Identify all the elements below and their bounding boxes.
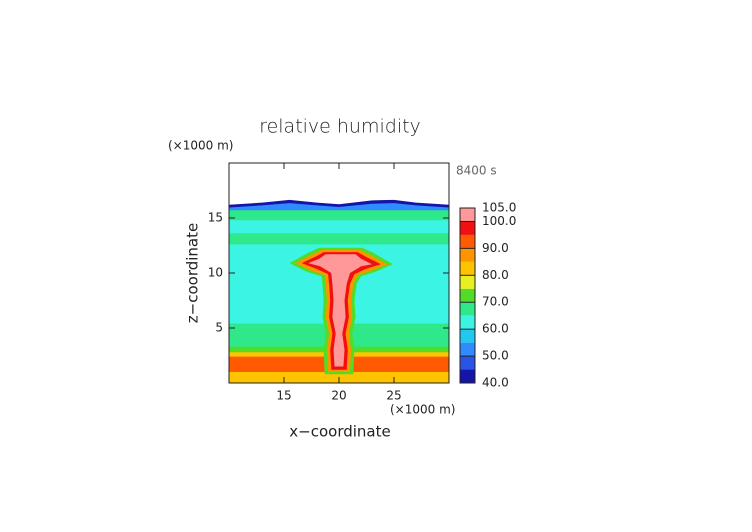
colorbar-tick-label: 100.0 (482, 214, 516, 228)
colorbar-band (460, 221, 475, 235)
colorbar-tick-label: 40.0 (482, 376, 509, 390)
colorbar-band (460, 369, 475, 383)
colorbar-band (460, 248, 475, 262)
colorbar-band (460, 261, 475, 276)
x-unit: (×1000 m) (390, 403, 455, 417)
y-unit: (×1000 m) (168, 139, 233, 153)
colorbar-band (460, 288, 475, 303)
y-tick-label: 15 (208, 211, 223, 225)
colorbar-band (460, 275, 475, 289)
chart-title: relative humidity (259, 116, 421, 138)
time-label: 8400 s (456, 164, 497, 178)
colorbar-band (460, 356, 475, 370)
colorbar-band (460, 342, 475, 357)
y-tick-label: 5 (215, 321, 223, 335)
x-axis-label: x−coordinate (289, 423, 390, 441)
colorbar-band (460, 315, 475, 330)
colorbar-tick-label: 50.0 (482, 349, 509, 363)
contour-region (229, 233, 449, 245)
y-axis-label: z−coordinate (184, 223, 202, 323)
colorbar-tick-label: 90.0 (482, 241, 509, 255)
colorbar-tick-label: 80.0 (482, 268, 509, 282)
colorbar-tick-label: 105.0 (482, 201, 516, 215)
y-tick-label: 10 (208, 266, 223, 280)
contour-region (308, 254, 372, 367)
colorbar-tick-label: 70.0 (482, 295, 509, 309)
x-tick-label: 20 (331, 389, 346, 403)
colorbar-band (460, 208, 475, 222)
colorbar-tick-label: 60.0 (482, 322, 509, 336)
colorbar-band (460, 302, 475, 316)
x-tick-label: 15 (276, 389, 291, 403)
x-tick-label: 25 (386, 389, 401, 403)
colorbar-band (460, 234, 475, 249)
colorbar-band (460, 329, 475, 343)
